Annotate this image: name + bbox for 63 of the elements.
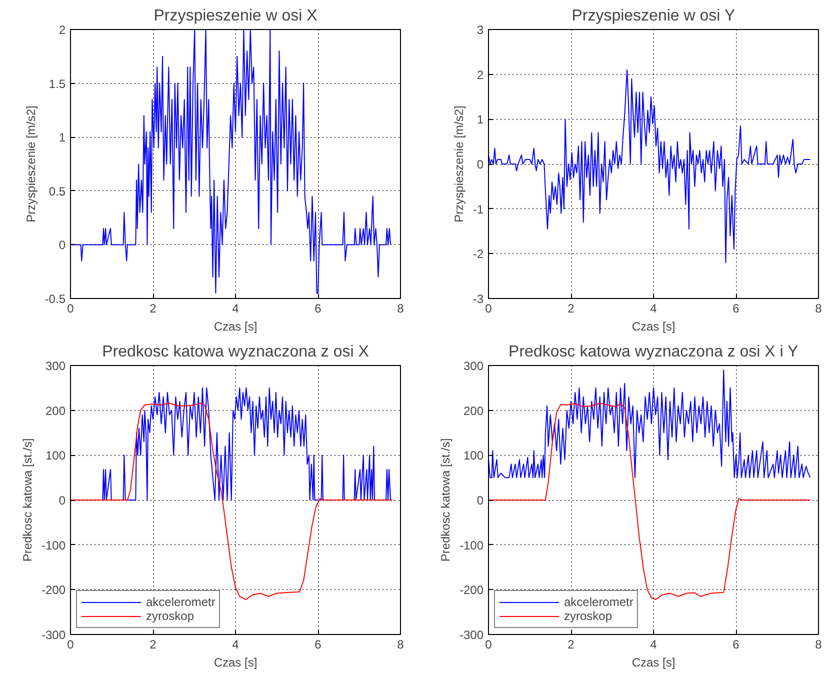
- x-tick-label: 2: [568, 302, 575, 316]
- y-tick-label: 100: [45, 448, 66, 463]
- x-tick-label: 4: [650, 302, 658, 316]
- legend-label: zyroskop: [564, 609, 612, 623]
- y-tick-label: 0: [58, 238, 66, 252]
- x-tick-label: 8: [815, 638, 822, 652]
- y-tick-label: -1: [472, 202, 484, 216]
- y-tick-label: -200: [41, 583, 66, 598]
- y-tick-label: 3: [476, 23, 484, 37]
- x-axis-title: Czas [s]: [214, 320, 258, 334]
- y-tick-label: 1: [476, 112, 484, 127]
- legend-label: zyroskop: [146, 609, 194, 623]
- x-tick-label: 4: [232, 638, 240, 652]
- y-tick-label: 100: [463, 448, 484, 463]
- x-tick-label: 8: [397, 302, 404, 316]
- y-tick-label: 300: [45, 359, 66, 373]
- y-tick-label: -300: [41, 628, 66, 642]
- x-tick-label: 2: [150, 302, 157, 316]
- y-tick-label: -300: [459, 628, 484, 642]
- x-axis-title: Czas [s]: [632, 656, 676, 670]
- y-axis-title: Predkosc katowa [st./s]: [438, 438, 452, 562]
- y-tick-label: 1.5: [48, 76, 66, 91]
- chart-title: Przyspieszenie w osi X: [154, 8, 318, 24]
- y-tick-label: 1: [58, 130, 66, 145]
- x-tick-label: 8: [815, 302, 822, 316]
- x-tick-label: 4: [650, 638, 658, 652]
- y-tick-label: 0: [58, 494, 66, 508]
- x-axis-title: Czas [s]: [632, 320, 676, 334]
- y-tick-label: 0: [476, 158, 484, 172]
- y-tick-label: 0.5: [48, 184, 66, 198]
- x-tick-label: 8: [397, 638, 404, 652]
- x-tick-label: 0: [67, 302, 74, 316]
- x-tick-label: 0: [67, 638, 74, 652]
- y-axis-title: Predkosc katowa [st./s]: [20, 438, 34, 562]
- x-tick-label: 0: [485, 302, 492, 316]
- x-tick-label: 6: [732, 302, 740, 316]
- x-tick-label: 2: [568, 638, 575, 652]
- x-tick-label: 2: [150, 638, 157, 652]
- legend-label: akcelerometr: [146, 595, 216, 609]
- y-tick-label: -200: [459, 583, 484, 598]
- y-tick-label: 2: [58, 23, 66, 37]
- x-tick-label: 0: [485, 638, 492, 652]
- x-tick-label: 4: [232, 302, 240, 316]
- y-tick-label: -100: [459, 538, 484, 552]
- y-axis-title: Przyspieszenie [m/s2]: [24, 106, 38, 222]
- y-tick-label: 0: [476, 494, 484, 508]
- y-tick-label: 200: [45, 404, 66, 418]
- legend-label: akcelerometr: [564, 595, 634, 609]
- x-tick-label: 6: [732, 638, 740, 652]
- chart-title: Predkosc katowa wyznaczona z osi X i Y: [508, 344, 798, 360]
- y-tick-label: 200: [463, 404, 484, 418]
- y-tick-label: -100: [41, 538, 66, 552]
- chart-title: Predkosc katowa wyznaczona z osi X: [102, 344, 370, 360]
- chart-title: Przyspieszenie w osi Y: [572, 8, 736, 24]
- y-axis-title: Przyspieszenie [m/s2]: [452, 106, 466, 222]
- y-tick-label: -2: [472, 247, 484, 262]
- y-tick-label: -3: [472, 292, 484, 306]
- y-tick-label: 2: [476, 68, 484, 82]
- y-tick-label: -0.5: [44, 292, 66, 306]
- y-tick-label: 300: [463, 359, 484, 373]
- x-tick-label: 6: [314, 638, 322, 652]
- x-tick-label: 6: [314, 302, 322, 316]
- x-axis-title: Czas [s]: [214, 656, 258, 670]
